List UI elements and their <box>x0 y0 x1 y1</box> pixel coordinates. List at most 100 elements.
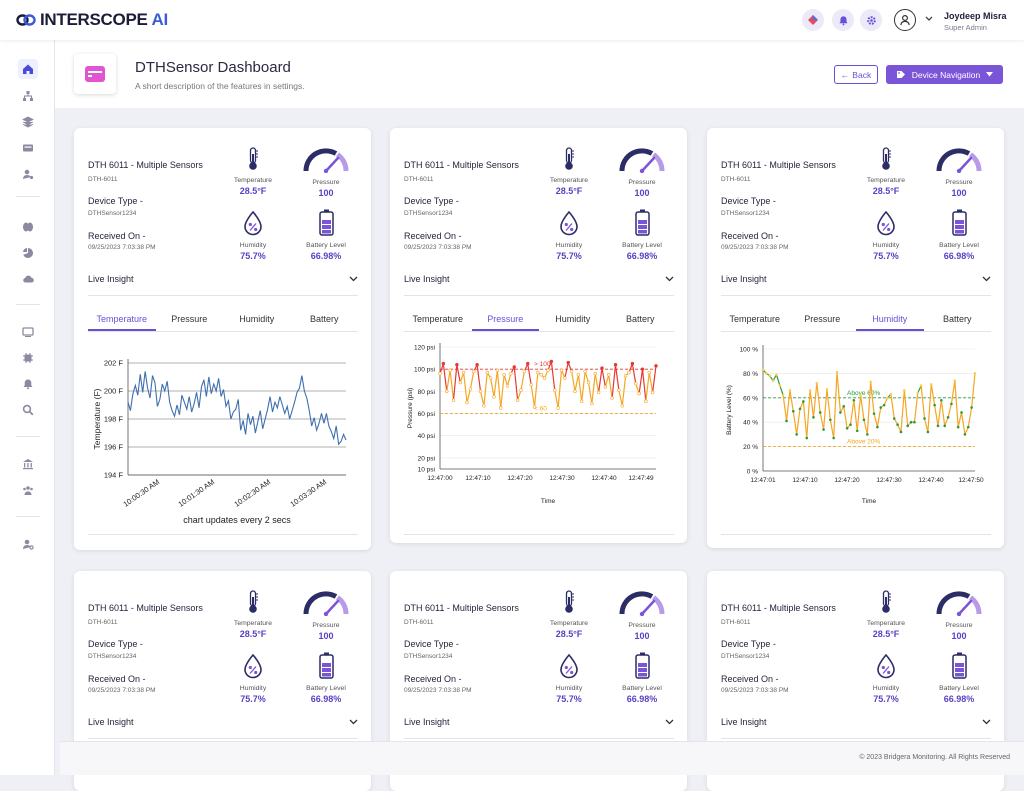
sidebar-item-cloud[interactable] <box>18 269 38 289</box>
settings-button[interactable] <box>860 9 882 31</box>
series-segment <box>496 370 502 409</box>
data-point <box>455 363 459 367</box>
thermometer-icon <box>565 147 574 170</box>
tab-pressure[interactable]: Pressure <box>171 314 208 324</box>
tab-battery[interactable]: Battery <box>625 314 655 324</box>
data-point <box>825 387 829 391</box>
y-axis-label: Temperature (F) <box>92 388 102 449</box>
chip-icon <box>23 353 33 363</box>
live-insight-toggle[interactable]: Live Insight <box>721 274 991 296</box>
device-type-label: Device Type - <box>88 196 143 206</box>
data-point <box>946 416 950 419</box>
series-segment <box>500 374 505 409</box>
sidebar-item-analytics[interactable] <box>18 243 38 263</box>
tab-battery[interactable]: Battery <box>309 314 339 324</box>
tab-temperature[interactable]: Temperature <box>729 314 781 324</box>
sidebar-item-home[interactable] <box>18 59 38 79</box>
series-segment <box>937 400 942 426</box>
sidebar-item-bank[interactable] <box>18 454 38 474</box>
live-insight-toggle[interactable]: Live Insight <box>721 717 991 739</box>
user-menu-chevron-icon[interactable] <box>925 16 933 22</box>
series-segment <box>641 369 647 402</box>
series-segment <box>621 375 627 406</box>
series-segment <box>863 419 868 435</box>
series-segment <box>957 412 963 428</box>
series-segment <box>954 380 959 428</box>
data-point <box>461 370 466 375</box>
data-point <box>613 363 618 367</box>
sidebar-item-users[interactable] <box>18 164 38 184</box>
data-point <box>765 372 768 375</box>
sidebar-item-layers[interactable] <box>18 112 38 132</box>
sidebar-item-monitor[interactable] <box>18 322 38 342</box>
user-avatar[interactable] <box>894 9 916 31</box>
data-point <box>502 373 506 377</box>
pressure-metric: Pressure 100 <box>929 147 989 198</box>
series-segment <box>822 389 828 430</box>
page-description: A short description of the features in s… <box>135 81 305 91</box>
tab-humidity[interactable]: Humidity <box>239 314 275 324</box>
device-id: DTH-6011 <box>404 619 434 626</box>
tab-temperature[interactable]: Temperature <box>88 308 156 331</box>
sidebar-item-groups[interactable] <box>18 480 38 500</box>
data-point <box>505 384 510 388</box>
series-segment <box>584 371 590 383</box>
live-insight-toggle[interactable]: Live Insight <box>404 274 674 296</box>
x-tick-label: 10:03:30 AM <box>288 477 328 509</box>
tab-pressure[interactable]: Pressure <box>471 308 539 331</box>
data-point <box>778 384 782 387</box>
live-insight-toggle[interactable]: Live Insight <box>88 717 358 739</box>
tab-humidity[interactable]: Humidity <box>856 308 924 331</box>
battery-metric: Battery Level 66.98% <box>929 652 989 704</box>
brand-logo[interactable]: INTERSCOPE AI <box>16 10 168 30</box>
tab-humidity[interactable]: Humidity <box>555 314 591 324</box>
data-point <box>536 370 540 375</box>
tab-temperature[interactable]: Temperature <box>412 314 464 324</box>
back-label: Back <box>852 69 872 80</box>
sidebar-item-hierarchy[interactable] <box>18 86 38 106</box>
apps-button[interactable] <box>802 9 824 31</box>
device-type-value: DTHSensor1234 <box>88 653 137 660</box>
sidebar-item-devices[interactable] <box>18 138 38 158</box>
received-value: 09/25/2023 7:03:38 PM <box>721 244 789 251</box>
data-point <box>623 374 628 378</box>
series-segment <box>557 370 563 409</box>
sensor-card: DTH 6011 - Multiple Sensors DTH-6011 Dev… <box>390 128 687 543</box>
y-tick-label: 120 psi <box>414 345 435 352</box>
sidebar-item-brain[interactable] <box>18 217 38 237</box>
x-tick-label: 12:47:50 <box>958 477 984 484</box>
sidebar-item-search[interactable] <box>18 400 38 420</box>
data-point <box>509 371 513 376</box>
battery-metric: Battery Level 66.98% <box>612 652 672 704</box>
tab-pressure[interactable]: Pressure <box>804 314 841 324</box>
live-insight-toggle[interactable]: Live Insight <box>88 274 358 296</box>
data-point <box>835 370 839 374</box>
data-point <box>600 366 604 370</box>
data-point <box>569 369 574 374</box>
sidebar-item-alerts[interactable] <box>18 374 38 394</box>
series-segment <box>917 385 922 394</box>
sidebar-item-user-settings[interactable] <box>18 534 38 554</box>
x-tick-label: 12:47:00 <box>427 475 453 482</box>
group-icon <box>23 486 33 495</box>
notifications-button[interactable] <box>832 9 854 31</box>
device-navigation-button[interactable]: Device Navigation <box>886 65 1003 84</box>
data-point <box>573 389 577 394</box>
series-segment <box>812 383 818 418</box>
search-icon <box>22 404 34 416</box>
series-segment <box>802 401 808 439</box>
data-point <box>950 402 953 406</box>
data-point <box>933 403 936 407</box>
series-segment <box>550 361 556 391</box>
series-segment <box>849 400 855 425</box>
tab-battery[interactable]: Battery <box>942 314 972 324</box>
back-button[interactable]: ← Back <box>834 65 878 84</box>
sidebar-item-chip[interactable] <box>18 348 38 368</box>
line-chart: 100 % 80 % 60 % 40 % 20 % 0 %12:47:01 12:47:10… <box>726 345 984 505</box>
live-insight-toggle[interactable]: Live Insight <box>404 717 674 739</box>
series-segment <box>883 397 889 406</box>
series-segment <box>927 384 932 433</box>
pressure-label: Pressure <box>945 622 973 629</box>
data-point <box>798 407 802 411</box>
user-role: Super Admin <box>944 23 987 32</box>
